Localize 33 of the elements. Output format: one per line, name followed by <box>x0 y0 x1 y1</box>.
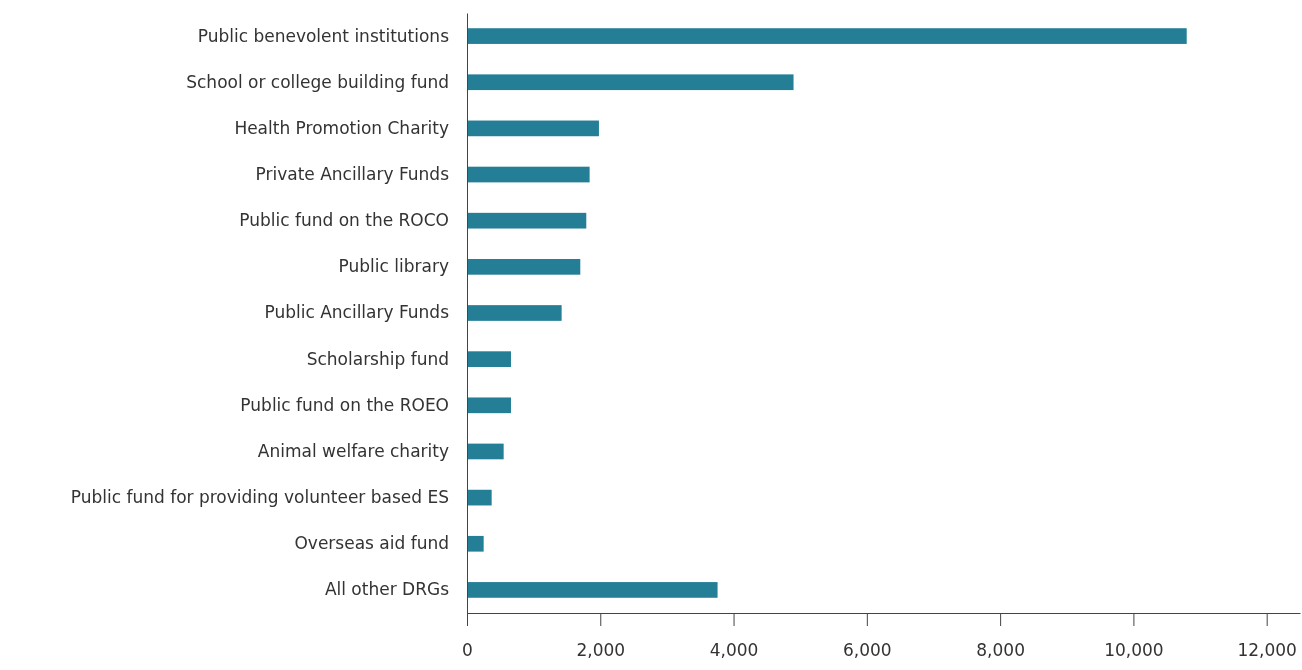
bar <box>467 582 718 598</box>
bar <box>467 120 599 137</box>
y-tick-label: Animal welfare charity <box>257 440 449 461</box>
y-tick-label: Private Ancillary Funds <box>255 163 450 184</box>
bar <box>467 74 794 91</box>
bar <box>467 443 504 460</box>
bar <box>467 535 484 552</box>
bar <box>467 397 511 414</box>
y-tick-label: Overseas aid fund <box>294 533 449 554</box>
bar <box>467 259 581 275</box>
bar <box>467 489 492 506</box>
y-tick-label: Public benevolent institutions <box>197 25 450 46</box>
x-tick-label: 2,000 <box>576 640 626 661</box>
y-tick-label: Public fund on the ROEO <box>240 394 449 415</box>
x-tick-label: 10,000 <box>1104 640 1164 661</box>
y-tick-label: Public Ancillary Funds <box>264 302 450 323</box>
bar <box>467 28 1187 44</box>
x-tick-label: 12,000 <box>1237 640 1297 661</box>
y-tick-label: Health Promotion Charity <box>234 117 449 138</box>
bar <box>467 212 587 229</box>
x-tick-label: 6,000 <box>843 640 892 661</box>
bar <box>467 351 511 367</box>
y-tick-label: Public fund on the ROCO <box>239 210 449 231</box>
y-tick-label: Scholarship fund <box>306 348 449 369</box>
x-tick-label: 4,000 <box>709 640 759 661</box>
y-tick-label: All other DRGs <box>324 579 450 600</box>
bar <box>467 166 590 183</box>
bar <box>467 305 562 321</box>
y-tick-label: Public fund for providing volunteer based ES <box>70 487 449 508</box>
y-tick-label: Public library <box>338 256 449 277</box>
x-tick-label: 0 <box>462 640 473 661</box>
y-tick-label: School or college building fund <box>186 71 449 92</box>
x-tick-label: 8,000 <box>976 640 1025 661</box>
